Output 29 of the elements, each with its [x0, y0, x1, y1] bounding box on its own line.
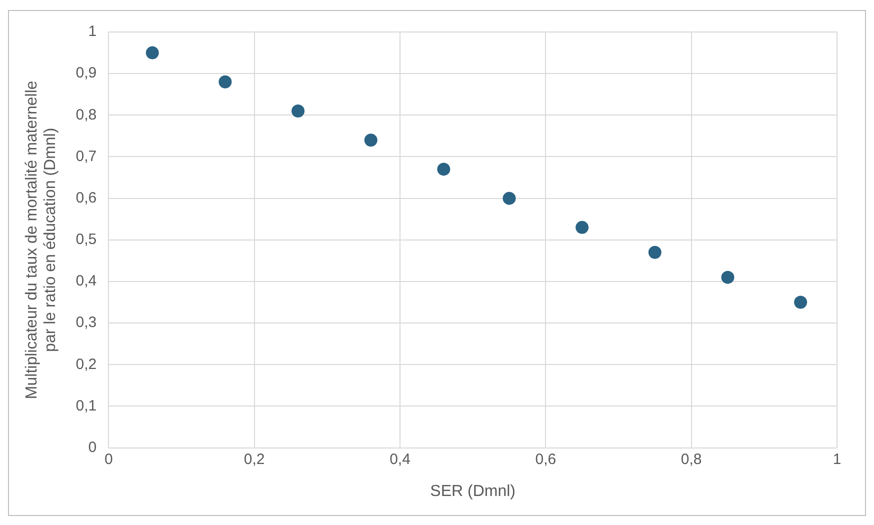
y-tick-label: 0,8	[76, 106, 97, 124]
x-tick-label: 0,8	[680, 450, 702, 468]
x-tick-label: 0,4	[390, 450, 410, 468]
y-tick-label: 0,7	[76, 148, 97, 165]
point	[437, 162, 450, 176]
point	[794, 296, 808, 309]
x-tick-label: 0	[104, 450, 113, 468]
y-tick-label: 0,4	[76, 272, 97, 290]
point	[648, 246, 662, 259]
point	[292, 104, 305, 118]
point	[146, 46, 159, 60]
y-axis-title: Multiplicateur du taux de mortalité maternelle par le ratio en éducation (Dmnl)	[24, 80, 60, 400]
x-axis-title: SER (Dmnl)	[430, 482, 516, 500]
y-tick-label: 0,1	[76, 397, 97, 414]
point	[576, 220, 589, 234]
y-tick-label: 0,6	[76, 189, 97, 206]
point	[502, 192, 516, 205]
y-tick-label: 0,2	[76, 356, 97, 373]
y-tick-label: 0,5	[76, 231, 97, 248]
y-tick-label: 0	[88, 438, 97, 456]
point	[218, 75, 232, 88]
x-tick-label: 0,2	[244, 450, 265, 468]
point	[364, 134, 378, 147]
y-tick-label: 0,3	[76, 314, 97, 332]
point	[721, 270, 734, 284]
y-tick-label: 0,9	[76, 64, 97, 82]
y-tick-label: 1	[88, 23, 97, 40]
x-tick-label: 0,6	[535, 450, 556, 468]
x-tick-label: 1	[832, 450, 842, 468]
